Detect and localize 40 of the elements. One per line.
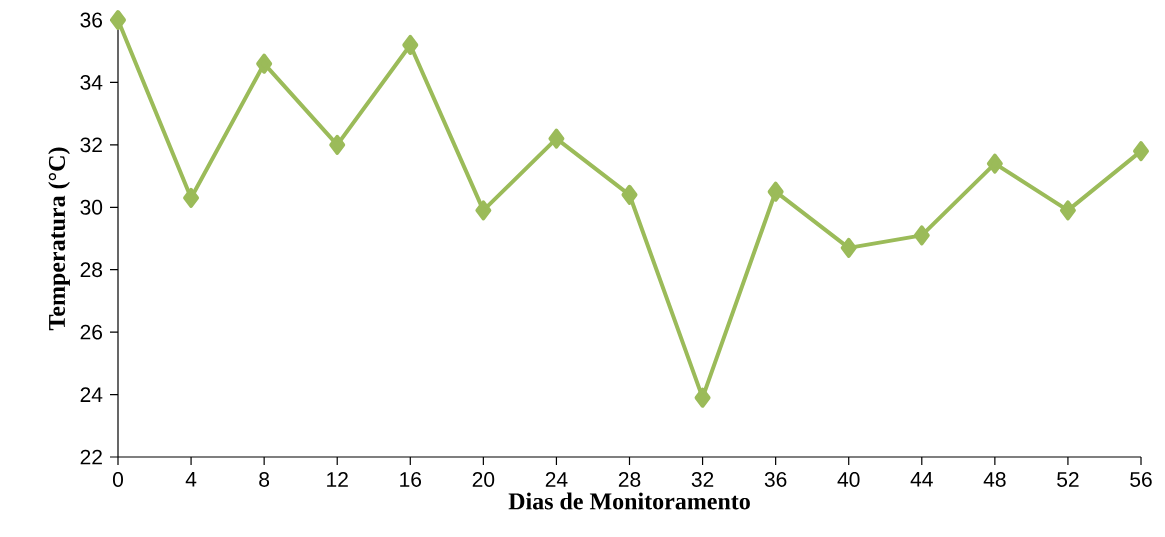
x-tick-label: 56: [1130, 472, 1152, 487]
point: [767, 181, 784, 202]
x-tick-label: 40: [837, 472, 860, 487]
y-tick-label: 22: [80, 449, 102, 465]
x-tick-label: 8: [259, 472, 270, 487]
y-axis-title: Temperatura (°C): [48, 147, 70, 331]
point: [621, 184, 638, 205]
y-tick-label: 28: [80, 262, 103, 278]
x-tick-label: 0: [112, 472, 124, 487]
point: [110, 10, 126, 30]
point: [840, 237, 857, 258]
point: [1133, 141, 1150, 162]
x-tick-label: 52: [1057, 472, 1079, 487]
point: [548, 128, 565, 149]
point: [402, 34, 419, 55]
point: [694, 387, 711, 408]
point: [256, 53, 273, 74]
x-tick-label: 12: [327, 472, 348, 487]
point: [475, 200, 492, 221]
y-tick-label: 24: [80, 387, 103, 402]
point: [329, 134, 346, 155]
x-tick-label: 32: [691, 472, 714, 487]
x-tick-label: 28: [618, 472, 641, 487]
x-tick-label: 48: [983, 472, 1006, 487]
x-tick-label: 44: [910, 472, 933, 487]
y-tick-label: 30: [80, 199, 103, 215]
x-tick-label: 16: [400, 472, 422, 487]
point: [913, 225, 930, 246]
point: [1059, 200, 1076, 221]
point: [183, 187, 200, 208]
y-tick-label: 32: [80, 137, 102, 153]
x-axis-title: Dias de Monitoramento: [508, 492, 750, 510]
y-tick-label: 26: [80, 324, 103, 340]
x-tick-label: 36: [764, 472, 787, 487]
x-tick-label: 24: [545, 472, 568, 487]
x-tick-label: 4: [185, 472, 197, 487]
point: [986, 153, 1003, 174]
y-tick-label: 36: [80, 12, 103, 28]
y-tick-label: 34: [80, 75, 103, 90]
x-tick-label: 20: [472, 472, 495, 487]
